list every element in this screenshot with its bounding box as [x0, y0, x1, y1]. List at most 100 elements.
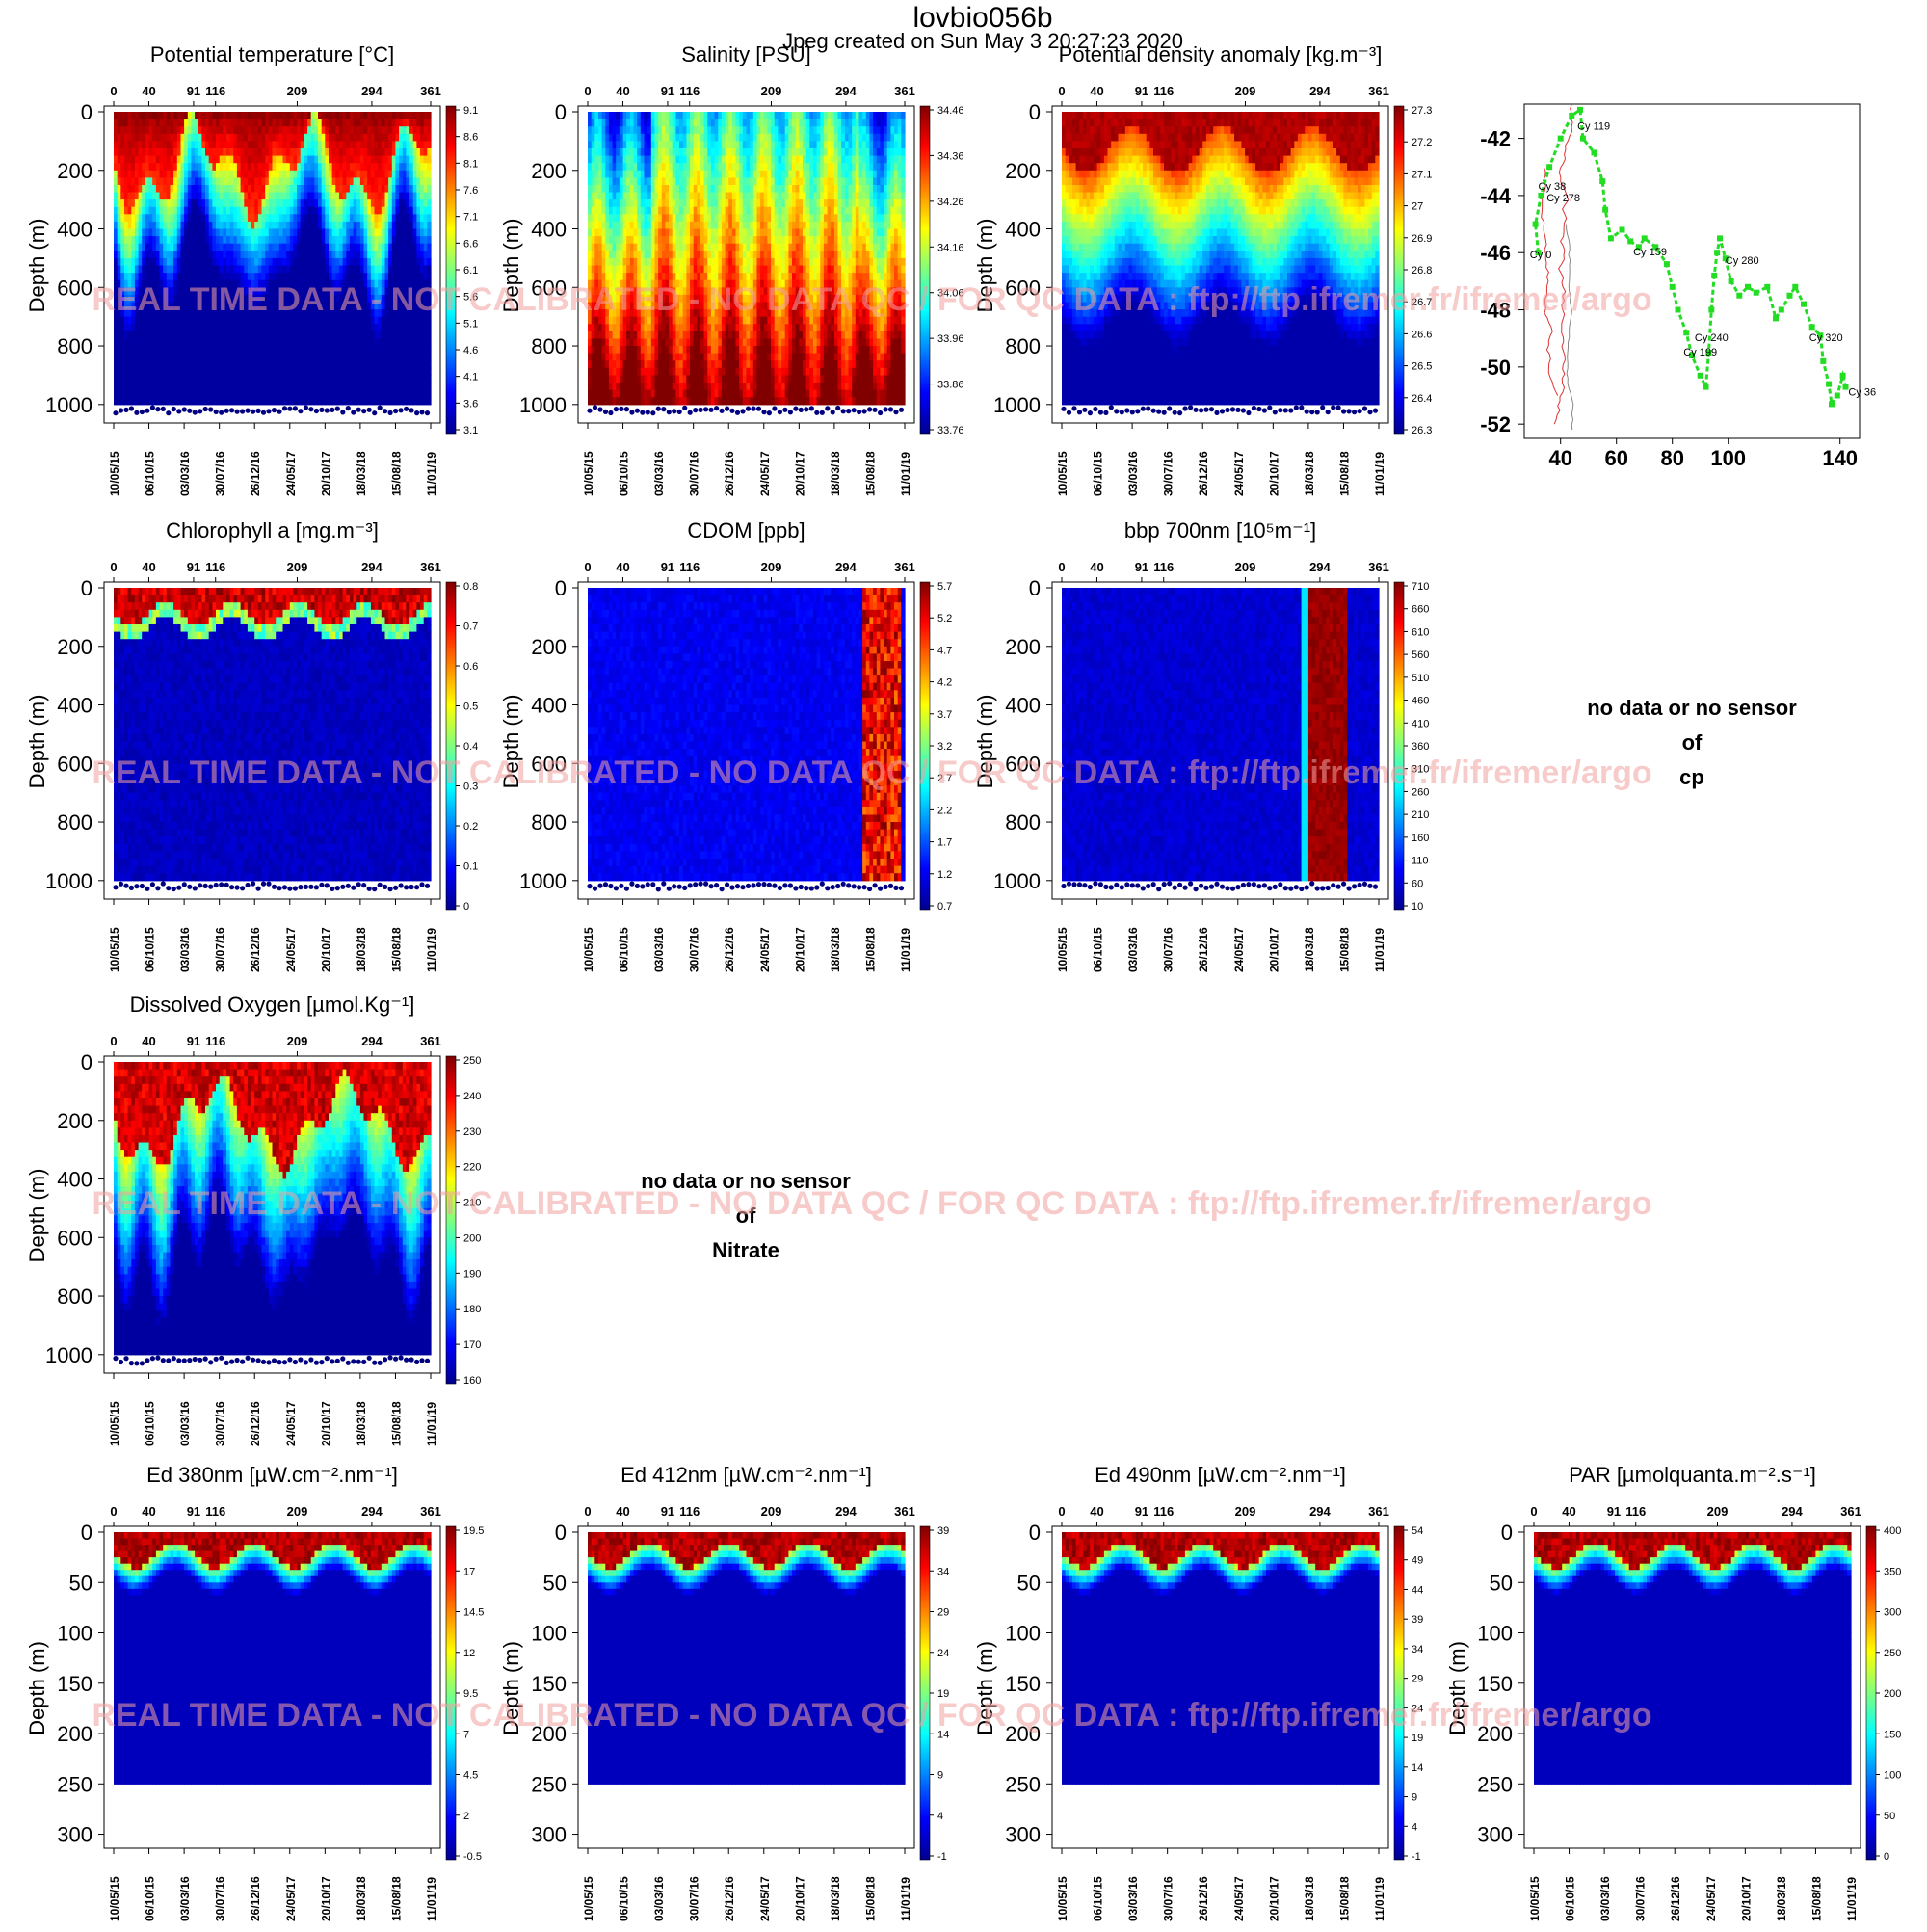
heat-cell: [145, 171, 149, 178]
heat-cell: [293, 193, 297, 200]
heat-cell: [135, 126, 139, 134]
heat-cell: [223, 360, 226, 368]
heat-cell: [230, 331, 234, 339]
heat-cell: [223, 214, 226, 222]
heat-cell: [173, 273, 177, 280]
heat-cell: [304, 273, 307, 280]
heat-cell: [230, 273, 234, 280]
heat-cell: [279, 266, 283, 274]
heat-cell: [205, 156, 209, 164]
figure-canvas: Potential temperature [°C]04091116209294…: [0, 0, 1927, 1927]
heat-cell: [167, 324, 171, 331]
heat-cell: [254, 207, 258, 215]
heat-cell: [152, 126, 156, 134]
heat-cell: [311, 185, 315, 193]
heat-cell: [273, 171, 277, 178]
heat-cell: [209, 177, 213, 185]
heat-cell: [223, 244, 226, 251]
heat-cell: [223, 177, 226, 185]
heat-cell: [237, 185, 241, 193]
heat-cell: [286, 214, 290, 222]
heat-cell: [311, 148, 315, 156]
heat-cell: [237, 331, 241, 339]
heat-cell: [177, 112, 181, 119]
heat-cell: [273, 397, 277, 405]
heat-cell: [311, 134, 315, 142]
heat-cell: [301, 222, 304, 229]
heat-cell: [191, 339, 195, 347]
heat-cell: [216, 163, 220, 171]
heat-cell: [269, 185, 273, 193]
heat-cell: [135, 222, 139, 229]
heat-cell: [254, 185, 258, 193]
heat-cell: [205, 354, 209, 361]
heat-cell: [167, 383, 171, 390]
heat-cell: [269, 112, 273, 119]
heat-cell: [142, 214, 145, 222]
heat-cell: [262, 207, 266, 215]
heat-cell: [191, 134, 195, 142]
heat-cell: [209, 346, 213, 354]
heat-cell: [209, 360, 213, 368]
heat-cell: [262, 360, 266, 368]
heat-cell: [230, 148, 234, 156]
heat-cell: [248, 383, 251, 390]
heat-cell: [114, 141, 118, 148]
heat-cell: [142, 156, 145, 164]
heat-cell: [120, 266, 124, 274]
heat-cell: [177, 251, 181, 258]
heat-cell: [177, 244, 181, 251]
heat-cell: [230, 236, 234, 244]
heat-cell: [248, 148, 251, 156]
heat-cell: [230, 112, 234, 119]
heat-cell: [237, 375, 241, 383]
heat-cell: [191, 229, 195, 237]
heat-cell: [311, 229, 315, 237]
heat-cell: [237, 339, 241, 347]
heat-cell: [160, 229, 164, 237]
heat-cell: [142, 236, 145, 244]
heat-cell: [237, 199, 241, 207]
heat-cell: [128, 266, 132, 274]
heat-cell: [177, 236, 181, 244]
heat-cell: [145, 112, 149, 119]
heat-cell: [152, 324, 156, 331]
heat-cell: [198, 112, 202, 119]
heat-cell: [142, 331, 145, 339]
heat-cell: [248, 141, 251, 148]
heat-cell: [293, 185, 297, 193]
heat-cell: [145, 397, 149, 405]
heat-cell: [304, 324, 307, 331]
heat-cell: [205, 134, 209, 142]
heat-cell: [177, 339, 181, 347]
heat-cell: [286, 266, 290, 274]
heat-cell: [301, 354, 304, 361]
heat-cell: [304, 251, 307, 258]
heat-cell: [237, 214, 241, 222]
heat-cell: [248, 390, 251, 398]
heat-cell: [223, 368, 226, 376]
heat-cell: [167, 360, 171, 368]
heat-cell: [286, 339, 290, 347]
heat-cell: [237, 368, 241, 376]
heat-cell: [152, 266, 156, 274]
heat-cell: [152, 163, 156, 171]
heat-cell: [286, 119, 290, 127]
heat-cell: [237, 148, 241, 156]
heat-cell: [273, 266, 277, 274]
heat-cell: [254, 236, 258, 244]
heat-cell: [237, 273, 241, 280]
heat-cell: [142, 141, 145, 148]
heat-cell: [293, 222, 297, 229]
heat-cell: [209, 383, 213, 390]
heat-cell: [269, 156, 273, 164]
heat-cell: [120, 331, 124, 339]
heat-cell: [114, 214, 118, 222]
heat-cell: [152, 134, 156, 142]
heat-cell: [237, 390, 241, 398]
heat-cell: [191, 236, 195, 244]
heat-cell: [184, 331, 188, 339]
heat-cell: [237, 346, 241, 354]
heat-cell: [114, 199, 118, 207]
heat-cell: [230, 171, 234, 178]
